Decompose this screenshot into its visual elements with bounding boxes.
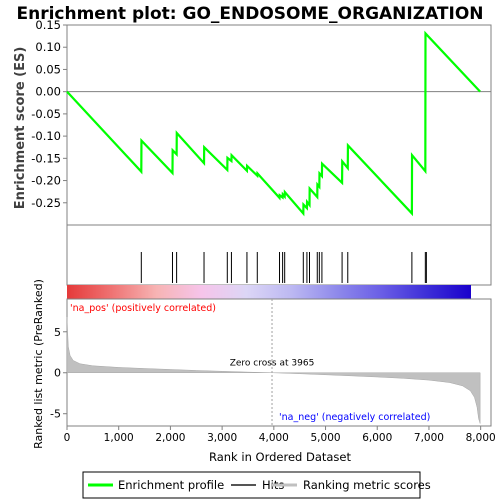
ranking-y-tick-label: 5 — [54, 326, 61, 339]
es-y-tick-label: -0.15 — [31, 151, 61, 165]
negative-correlation-label: 'na_neg' (negatively correlated) — [279, 412, 430, 423]
chart-title: Enrichment plot: GO_ENDOSOME_ORGANIZATIO… — [16, 4, 483, 24]
es-y-axis: 0.15 0.10 0.05 0.00 -0.05 -0.10 -0.15 -0.20 -0.2… — [31, 18, 67, 210]
x-axis: 0 1,000 2,000 3,000 4,000 5,000 6,000 7,000 8,00… — [64, 426, 496, 444]
legend-enrichment-label: Enrichment profile — [118, 478, 224, 492]
es-y-axis-label: Enrichment score (ES) — [13, 47, 28, 210]
enrichment-plot-frame — [66, 24, 492, 226]
legend-ranking-label: Ranking metric scores — [303, 478, 431, 492]
es-y-tick-label: 0.10 — [35, 40, 61, 54]
ranking-metric-area — [66, 317, 481, 424]
x-tick-label: 8,000 — [466, 432, 496, 444]
zero-cross-label: Zero cross at 3965 — [230, 359, 315, 369]
hits-frame — [66, 224, 492, 286]
x-tick-label: 5,000 — [311, 432, 341, 444]
ranking-y-tick-label: -5 — [50, 408, 61, 421]
ranking-y-axis: 5 0 -5 — [50, 326, 67, 421]
ranking-panel: 50-5 Zero cross at 3965 'na_pos' (positi… — [32, 279, 492, 449]
es-y-tick-label: 0.15 — [35, 18, 61, 32]
ranking-y-tick-label: 0 — [54, 367, 61, 380]
x-tick-label: 2,000 — [155, 432, 185, 444]
hits-panel — [66, 224, 492, 286]
enrichment-profile-line — [66, 30, 481, 217]
x-tick-label: 3,000 — [207, 432, 237, 444]
ranking-plot-frame — [66, 298, 492, 427]
positive-correlation-label: 'na_pos' (positively correlated) — [70, 303, 216, 314]
rank-color-bar — [67, 285, 471, 299]
x-axis-label: Rank in Ordered Dataset — [209, 450, 352, 464]
es-y-tick-label: -0.25 — [31, 196, 61, 210]
es-y-tick-label: -0.20 — [31, 174, 61, 188]
x-tick-label: 1,000 — [104, 432, 134, 444]
x-tick-label: 4,000 — [259, 432, 289, 444]
hit-marks — [140, 252, 427, 283]
legend: Enrichment profile Hits Ranking metric s… — [82, 471, 431, 499]
es-y-tick-label: -0.05 — [31, 107, 61, 121]
x-tick-label: 6,000 — [362, 432, 392, 444]
es-y-tick-label: -0.10 — [31, 129, 61, 143]
es-y-tick-label: 0.05 — [35, 62, 61, 76]
x-tick-label: 0 — [64, 432, 71, 444]
x-tick-label: 7,000 — [414, 432, 444, 444]
ranking-y-axis-label: Ranked list metric (PreRanked) — [32, 279, 45, 449]
enrichment-panel: 0.15 0.10 0.05 0.00 -0.05 -0.10 -0.15 -0.20 -0.2… — [13, 18, 492, 226]
es-y-tick-label: 0.00 — [35, 85, 61, 99]
